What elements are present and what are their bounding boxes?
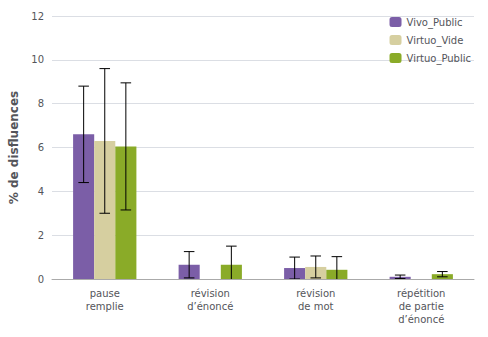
svg-text:révision: révision bbox=[191, 288, 230, 299]
svg-text:6: 6 bbox=[38, 142, 44, 153]
svg-text:pause: pause bbox=[90, 288, 120, 299]
svg-text:d’énoncé: d’énoncé bbox=[187, 301, 233, 312]
svg-text:de partie: de partie bbox=[399, 301, 444, 312]
svg-text:Virtuo_Vide: Virtuo_Vide bbox=[407, 35, 464, 47]
svg-text:0: 0 bbox=[38, 274, 44, 285]
svg-text:8: 8 bbox=[38, 98, 44, 109]
svg-text:% de disfluences: % de disfluences bbox=[7, 91, 21, 204]
svg-text:de mot: de mot bbox=[298, 301, 334, 312]
svg-text:révision: révision bbox=[296, 288, 335, 299]
svg-text:Vivo_Public: Vivo_Public bbox=[407, 17, 463, 29]
svg-text:10: 10 bbox=[31, 54, 44, 65]
svg-text:12: 12 bbox=[31, 11, 44, 22]
svg-text:d’énoncé: d’énoncé bbox=[398, 314, 444, 325]
svg-text:remplie: remplie bbox=[86, 301, 124, 312]
svg-text:2: 2 bbox=[38, 230, 44, 241]
svg-text:répétition: répétition bbox=[397, 288, 445, 299]
svg-text:4: 4 bbox=[38, 186, 44, 197]
svg-text:Virtuo_Public: Virtuo_Public bbox=[407, 53, 471, 65]
